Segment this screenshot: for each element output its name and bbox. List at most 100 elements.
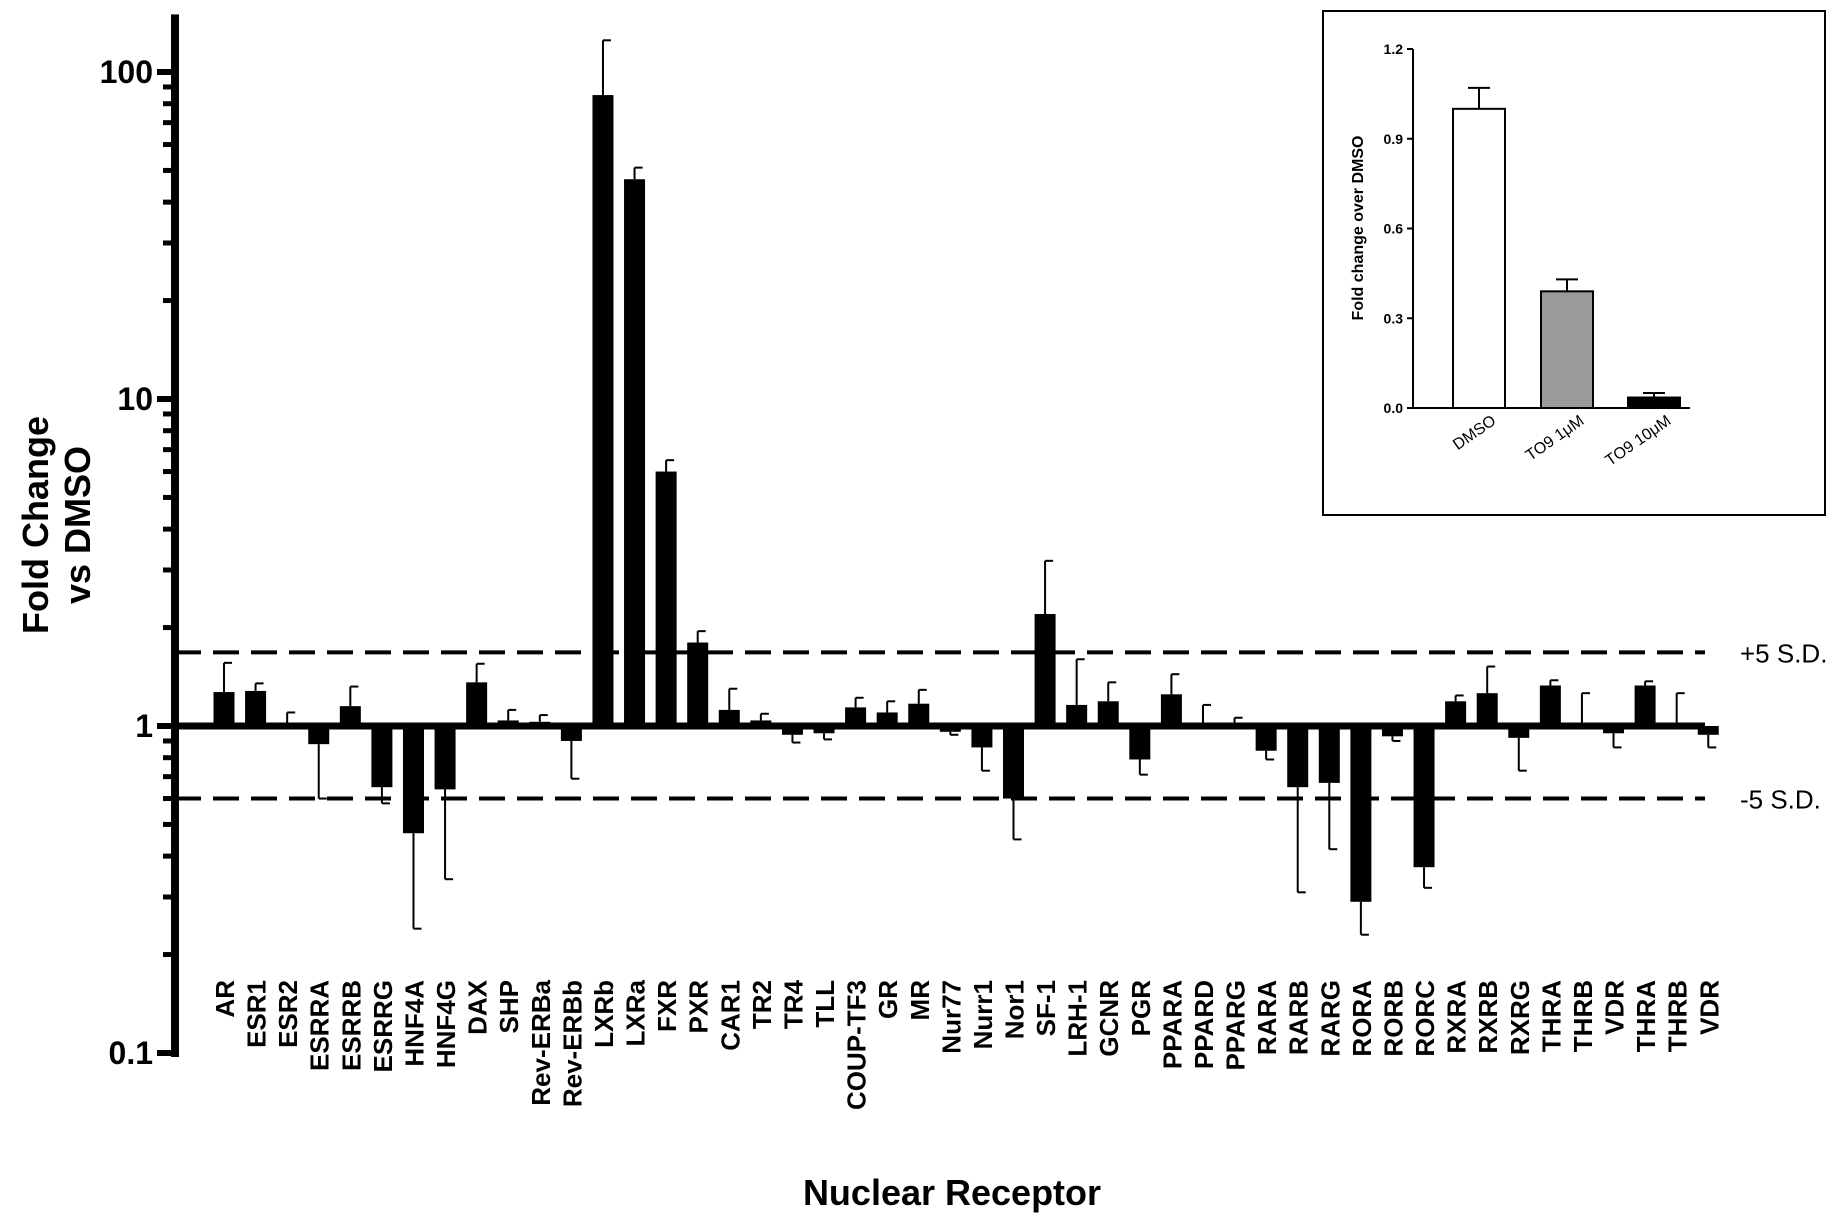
category-label: GCNR: [1094, 980, 1124, 1057]
bar-coup-tf3: [845, 707, 867, 726]
inset-y-tick-label: 0.9: [1384, 131, 1404, 147]
category-label: MR: [905, 980, 935, 1021]
bar-rxra: [1445, 701, 1467, 726]
category-label: THRA: [1631, 980, 1661, 1052]
bar-lxrb: [592, 95, 614, 726]
reference-line-label: +5 S.D.: [1740, 638, 1827, 668]
inset-y-tick-label: 0.6: [1384, 221, 1404, 237]
category-label: DAX: [463, 979, 493, 1035]
category-label: TR4: [778, 979, 808, 1029]
category-label: PPARD: [1189, 980, 1219, 1069]
bar-esr1: [245, 690, 267, 726]
category-label: RARG: [1315, 980, 1345, 1057]
category-label: COUP-TF3: [842, 980, 872, 1110]
bar-rorc: [1413, 726, 1435, 868]
category-label: ESRRG: [368, 980, 398, 1072]
inset-chart: 0.00.30.60.91.2 DMSO TO9 1μM TO9 10μM Fold…: [1322, 10, 1826, 516]
category-label: Nor1: [1000, 980, 1030, 1039]
category-label: Nurr1: [968, 980, 998, 1049]
inset-bar: [1540, 290, 1594, 410]
inset-frame: [1322, 10, 1826, 516]
y-axis-title: Fold Changevs DMSO: [15, 416, 98, 634]
bar-nor1: [1003, 726, 1024, 799]
bar-lrh-1: [1066, 704, 1088, 726]
bar-sf-1: [1034, 614, 1056, 726]
bar-tr4: [781, 726, 803, 735]
y-tick-label: 0.1: [109, 1035, 153, 1071]
y-axis-title-line: Fold Change: [15, 416, 56, 634]
category-label: RARB: [1284, 980, 1314, 1055]
category-label: RXRB: [1473, 980, 1503, 1054]
category-label: TR2: [747, 980, 777, 1029]
x-axis-title: Nuclear Receptor: [803, 1172, 1101, 1213]
main-chart: +5 S.D. -5 S.D. 0.1 1 10 100 AR ESR1 ESR2 ESRRA…: [15, 14, 1827, 1213]
bar-fxr: [655, 471, 677, 726]
category-label: RORC: [1410, 980, 1440, 1057]
bar-rarb: [1287, 726, 1309, 788]
category-label: PPARA: [1157, 980, 1187, 1069]
category-label: VDR: [1694, 980, 1724, 1035]
inset-y-tick-label: 0.0: [1384, 400, 1404, 416]
bar-car1: [718, 709, 740, 726]
bar-ar: [213, 692, 235, 726]
category-label: Rev-ERBa: [526, 979, 556, 1105]
category-label: VDR: [1600, 980, 1630, 1035]
bar-esrrg: [371, 726, 393, 788]
category-label: RXRA: [1442, 980, 1472, 1054]
bar-vdr: [1697, 726, 1719, 735]
category-label: ESR1: [242, 980, 272, 1048]
bar-rxrg: [1508, 726, 1530, 738]
bar-esrrb: [339, 706, 361, 726]
bar-thra: [1539, 685, 1561, 726]
category-label: SF-1: [1031, 980, 1061, 1036]
category-label: LXRa: [621, 979, 651, 1046]
category-label: RORA: [1347, 980, 1377, 1057]
category-label: PXR: [684, 980, 714, 1034]
bar-lxra: [624, 179, 646, 726]
bar-esrra: [308, 726, 330, 745]
category-label: TLL: [810, 980, 840, 1028]
y-axis-ticks: 0.1 1 10 100: [100, 54, 175, 1071]
inset-bar: [1627, 396, 1681, 410]
category-label: GR: [873, 980, 903, 1019]
bar-tll: [813, 726, 835, 734]
category-label: Nur77: [936, 980, 966, 1054]
bar-rora: [1350, 726, 1372, 902]
inset-y-tick-label: 1.2: [1384, 41, 1404, 57]
bar-dax: [466, 682, 488, 726]
reference-lines: +5 S.D. -5 S.D.: [175, 638, 1827, 815]
main-bars: [213, 95, 1719, 902]
category-label: THRB: [1663, 980, 1693, 1052]
bar-rorb: [1381, 726, 1403, 737]
reference-line-label: -5 S.D.: [1740, 785, 1821, 815]
main-error-bars: [223, 39, 1717, 936]
inset-axes: 0.0 0.3 0.6 0.9 1.2: [1384, 41, 1690, 416]
bar-vdr: [1603, 726, 1625, 734]
category-label: PGR: [1126, 980, 1156, 1037]
category-label: AR: [210, 980, 240, 1018]
category-label: RARA: [1252, 980, 1282, 1055]
category-label: HNF4G: [431, 980, 461, 1068]
bar-hnf4g: [434, 726, 456, 790]
bar-gcnr: [1097, 701, 1119, 726]
category-label: HNF4A: [399, 980, 429, 1067]
bar-pgr: [1129, 726, 1151, 760]
inset-y-tick-label: 0.3: [1384, 310, 1404, 326]
category-label: Rev-ERBb: [557, 980, 587, 1107]
bar-rarg: [1318, 726, 1340, 783]
bar-mr: [908, 703, 930, 726]
bar-thra: [1634, 685, 1656, 726]
category-label: THRA: [1536, 980, 1566, 1052]
bar-rara: [1255, 726, 1277, 751]
y-tick-label: 1: [135, 708, 153, 744]
category-label: FXR: [652, 980, 682, 1032]
bar-hnf4a: [402, 726, 424, 834]
category-label: RXRG: [1505, 980, 1535, 1055]
category-label: CAR1: [715, 980, 745, 1051]
category-label: THRB: [1568, 980, 1598, 1052]
category-label: SHP: [494, 980, 524, 1033]
y-axis-title-line: vs DMSO: [57, 446, 98, 604]
inset-bar: [1452, 107, 1506, 409]
category-label: ESRRA: [305, 980, 335, 1071]
